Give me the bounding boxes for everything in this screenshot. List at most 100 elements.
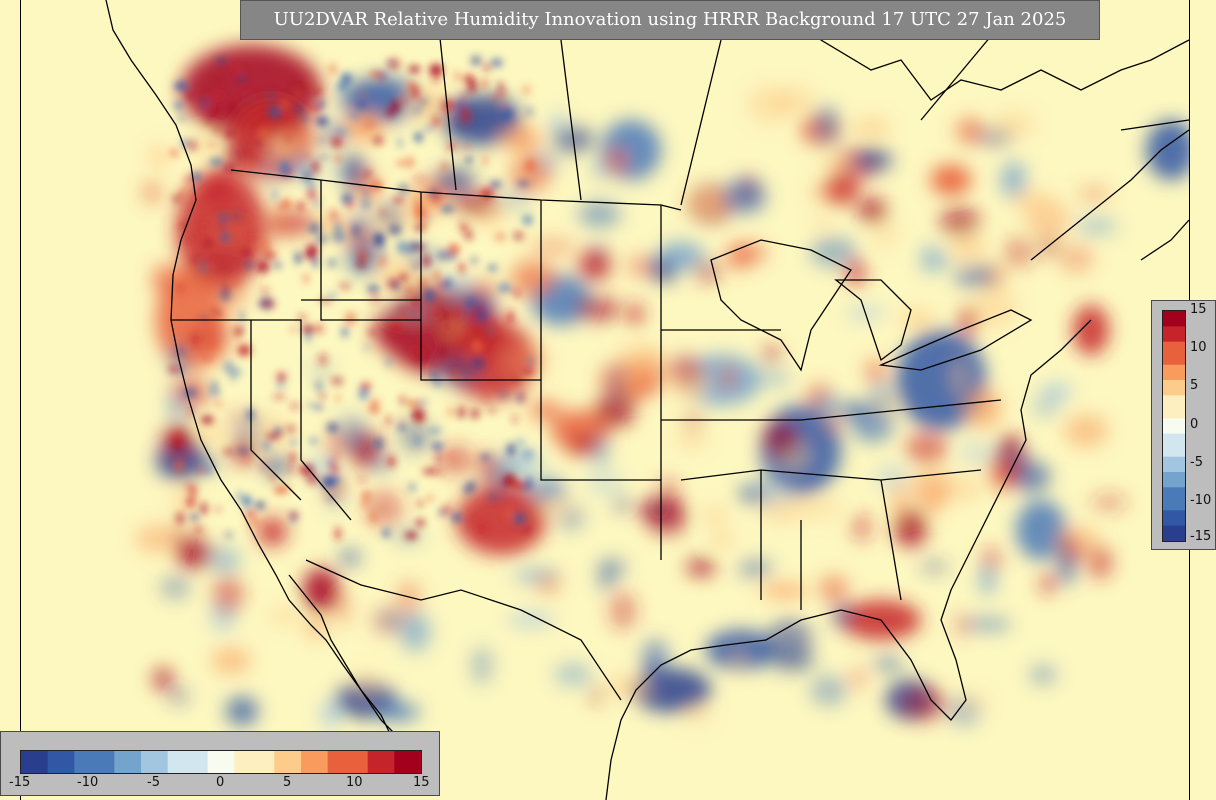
innovation-blob bbox=[685, 703, 710, 725]
innovation-speckle bbox=[512, 512, 526, 525]
innovation-speckle bbox=[183, 388, 197, 397]
innovation-blob bbox=[730, 246, 750, 271]
innovation-blob bbox=[925, 487, 939, 517]
innovation-speckle bbox=[297, 314, 307, 321]
colorbar-segment bbox=[1163, 510, 1185, 519]
innovation-speckle bbox=[379, 74, 385, 81]
innovation-speckle bbox=[315, 379, 323, 393]
innovation-speckle bbox=[341, 192, 354, 206]
innovation-blob bbox=[529, 400, 561, 420]
innovation-speckle bbox=[316, 115, 329, 127]
innovation-speckle bbox=[361, 492, 372, 500]
innovation-speckle bbox=[420, 98, 427, 105]
map-title: UU2DVAR Relative Humidity Innovation usi… bbox=[240, 0, 1100, 40]
colorbar-segment bbox=[34, 751, 49, 773]
innovation-speckle bbox=[452, 307, 460, 321]
innovation-blob bbox=[871, 390, 899, 421]
vcbar-tick-label: -5 bbox=[1190, 455, 1203, 470]
innovation-blob bbox=[237, 418, 263, 443]
innovation-speckle bbox=[429, 311, 444, 318]
innovation-speckle bbox=[511, 288, 519, 293]
innovation-speckle bbox=[416, 500, 424, 507]
colorbar-segment bbox=[194, 751, 209, 773]
innovation-blob bbox=[578, 201, 621, 228]
innovation-blob bbox=[679, 433, 705, 446]
innovation-speckle bbox=[312, 255, 318, 268]
innovation-speckle bbox=[483, 62, 491, 73]
innovation-speckle bbox=[424, 220, 430, 227]
innovation-blob bbox=[380, 204, 401, 226]
gulf-coastline bbox=[605, 609, 842, 800]
state-line-east bbox=[661, 329, 1002, 610]
innovation-speckle bbox=[364, 252, 371, 262]
innovation-speckle bbox=[481, 77, 488, 90]
innovation-blob bbox=[372, 456, 391, 472]
colorbar-segment bbox=[1163, 464, 1185, 473]
innovation-blob bbox=[873, 656, 904, 672]
innovation-speckle bbox=[257, 239, 271, 253]
innovation-speckle bbox=[338, 282, 352, 290]
innovation-speckle bbox=[398, 315, 407, 320]
innovation-blob bbox=[339, 550, 361, 565]
innovation-speckle bbox=[288, 464, 294, 475]
great-lakes-outline bbox=[710, 239, 852, 372]
colorbar-segment bbox=[1163, 533, 1185, 542]
innovation-speckle bbox=[379, 257, 386, 266]
innovation-speckle bbox=[214, 122, 220, 137]
innovation-speckle bbox=[490, 58, 503, 67]
colorbar-segment bbox=[247, 751, 262, 773]
innovation-speckle bbox=[185, 87, 193, 102]
innovation-speckle bbox=[290, 438, 296, 446]
hcbar-tick-label: 0 bbox=[216, 775, 225, 790]
innovation-speckle bbox=[328, 293, 337, 298]
innovation-blob bbox=[953, 360, 966, 395]
innovation-blob bbox=[596, 391, 635, 428]
innovation-speckle bbox=[447, 406, 454, 418]
innovation-speckle bbox=[308, 402, 313, 409]
innovation-speckle bbox=[494, 232, 506, 242]
innovation-speckle bbox=[216, 57, 226, 64]
innovation-speckle bbox=[480, 188, 494, 200]
innovation-blob bbox=[732, 648, 745, 672]
innovation-blob bbox=[151, 264, 187, 295]
innovation-blob bbox=[893, 481, 906, 521]
innovation-speckle bbox=[230, 278, 240, 286]
innovation-speckle bbox=[320, 393, 325, 400]
innovation-speckle bbox=[422, 468, 437, 474]
colorbar-segment bbox=[1163, 441, 1185, 450]
innovation-speckle bbox=[368, 329, 377, 335]
innovation-speckle bbox=[242, 495, 252, 508]
innovation-speckle bbox=[168, 366, 182, 373]
innovation-speckle bbox=[258, 296, 272, 310]
innovation-speckle bbox=[306, 182, 317, 190]
innovation-speckle bbox=[176, 511, 185, 525]
innovation-blob bbox=[530, 238, 576, 256]
colorbar-segment bbox=[341, 751, 355, 773]
innovation-speckle bbox=[335, 221, 341, 234]
innovation-speckle bbox=[330, 376, 344, 386]
colorbar-segment bbox=[61, 751, 75, 773]
innovation-speckle bbox=[505, 507, 513, 520]
innovation-blob bbox=[272, 211, 317, 236]
innovation-speckle bbox=[311, 104, 321, 112]
innovation-blob bbox=[961, 476, 976, 502]
innovation-speckle bbox=[261, 462, 266, 472]
innovation-speckle bbox=[363, 342, 368, 353]
colorbar-segment bbox=[1163, 487, 1185, 496]
innovation-blob bbox=[303, 568, 339, 612]
innovation-speckle bbox=[413, 261, 419, 271]
innovation-speckle bbox=[298, 464, 312, 476]
innovation-blob bbox=[858, 198, 887, 223]
innovation-speckle bbox=[172, 435, 180, 449]
innovation-speckle bbox=[487, 264, 498, 271]
innovation-speckle bbox=[317, 100, 325, 109]
innovation-speckle bbox=[209, 262, 219, 267]
innovation-speckle bbox=[522, 214, 533, 226]
innovation-speckle bbox=[441, 309, 450, 321]
innovation-speckle bbox=[465, 480, 477, 491]
innovation-speckle bbox=[179, 223, 187, 229]
innovation-speckle bbox=[380, 247, 386, 260]
innovation-speckle bbox=[186, 483, 192, 489]
innovation-speckle bbox=[219, 222, 224, 230]
innovation-speckle bbox=[174, 81, 189, 91]
